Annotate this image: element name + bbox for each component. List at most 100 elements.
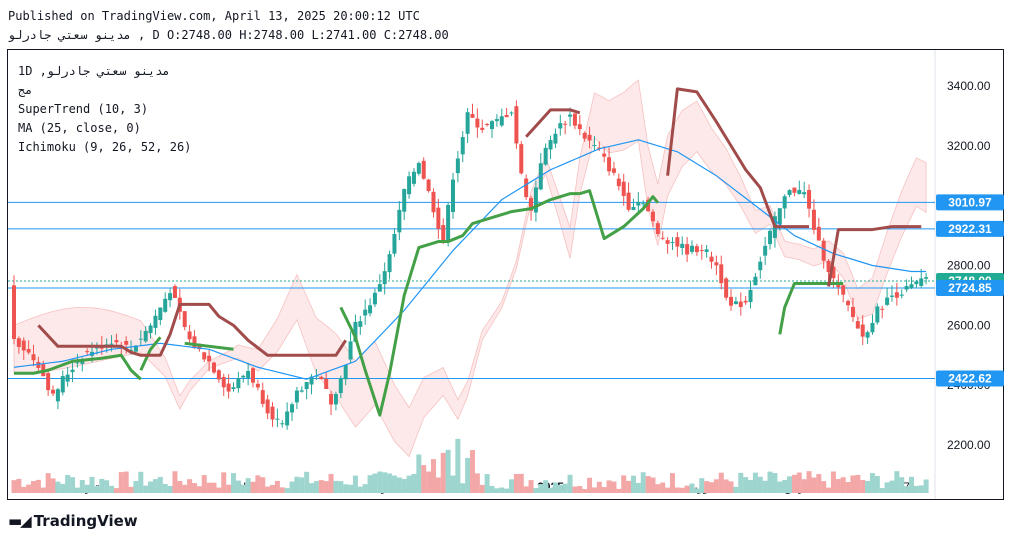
- volume-bar: [884, 482, 890, 493]
- volume-bar: [304, 471, 310, 493]
- candle-body: [192, 336, 197, 348]
- candle-body: [129, 349, 134, 351]
- volume-bar: [240, 484, 246, 493]
- candle-body: [270, 406, 275, 420]
- volume-bar: [109, 485, 115, 493]
- candle-body: [753, 276, 758, 286]
- candle-body: [499, 116, 504, 126]
- candle-body: [904, 286, 909, 290]
- candle-body: [899, 294, 904, 296]
- volume-bar: [826, 487, 832, 493]
- volume-bar: [816, 474, 822, 493]
- volume-bar: [221, 472, 227, 493]
- candle-body: [655, 223, 660, 234]
- candle-body: [231, 387, 236, 390]
- price-label: 2922.31: [948, 222, 992, 236]
- candle-body: [592, 145, 597, 147]
- candle-body: [553, 133, 558, 144]
- candle-body: [509, 112, 514, 114]
- volume-bar: [913, 485, 919, 493]
- volume-bar: [45, 473, 51, 493]
- volume-bar: [338, 481, 344, 493]
- volume-bar: [728, 481, 734, 493]
- volume-bar: [411, 473, 417, 493]
- volume-bar: [577, 486, 583, 493]
- candle-body: [411, 171, 416, 184]
- volume-bar: [191, 483, 197, 493]
- candle-body: [221, 377, 226, 388]
- volume-bar: [518, 473, 524, 493]
- volume-bar: [538, 483, 544, 493]
- volume-bar: [382, 472, 388, 493]
- candle-body: [699, 250, 704, 252]
- volume-bar: [650, 477, 656, 493]
- supertrend-up-line: [778, 281, 844, 335]
- candle-body: [494, 119, 499, 122]
- candle-body: [641, 203, 646, 205]
- candle-body: [826, 260, 831, 273]
- volume-bar: [172, 471, 178, 493]
- volume-bar: [187, 479, 193, 493]
- candle-body: [216, 370, 221, 380]
- price-label-box: [936, 194, 1004, 211]
- price-label-box: [936, 220, 1004, 237]
- volume-bar: [474, 473, 480, 493]
- candle-body: [821, 240, 826, 261]
- supertrend-up-line: [184, 341, 234, 351]
- candle-body: [329, 394, 334, 405]
- volume-bar: [318, 480, 324, 493]
- candle-body: [685, 244, 690, 255]
- y-tick-label: 2200.00: [947, 438, 991, 452]
- candle-body: [558, 123, 563, 129]
- legend-symbol: 1D ,مدينو سعتي جادرلو: [18, 64, 170, 78]
- candle-body: [675, 237, 680, 247]
- volume-bar: [689, 483, 695, 493]
- volume-bar: [904, 486, 910, 493]
- candle-body: [280, 423, 285, 425]
- volume-bar: [601, 487, 607, 493]
- candle-body: [460, 137, 465, 155]
- legend-ma[interactable]: MA (25, close, 0): [18, 121, 141, 135]
- volume-bar: [123, 471, 129, 493]
- candle-body: [660, 237, 665, 239]
- legend-supertrend[interactable]: SuperTrend (10, 3): [18, 102, 149, 116]
- volume-bar: [894, 471, 900, 493]
- volume-bar: [855, 474, 861, 493]
- candle-body: [646, 199, 651, 212]
- candle-body: [611, 168, 616, 173]
- volume-bar: [796, 472, 802, 493]
- candle-body: [397, 209, 402, 233]
- candle-body: [85, 351, 90, 353]
- volume-bar: [372, 473, 378, 493]
- candle-body: [680, 243, 685, 248]
- volume-bar: [162, 483, 168, 493]
- candle-body: [689, 245, 694, 252]
- volume-bar: [396, 477, 402, 493]
- volume-bar: [669, 473, 675, 493]
- volume-bar: [118, 472, 124, 493]
- volume-bar: [470, 450, 475, 493]
- volume-bar: [782, 480, 788, 493]
- candle-body: [333, 394, 338, 405]
- candle-body: [855, 321, 860, 329]
- volume-bar: [918, 485, 924, 493]
- candle-body: [719, 264, 724, 284]
- volume-bar: [596, 481, 602, 493]
- volume-bar: [723, 479, 729, 493]
- volume-bar: [840, 477, 846, 493]
- candle-body: [114, 340, 119, 343]
- price-label-box: [936, 279, 1004, 296]
- volume-bar: [709, 482, 715, 493]
- volume-bar: [79, 480, 85, 493]
- volume-bar: [713, 479, 719, 493]
- legend-ichimoku[interactable]: Ichimoku (9, 26, 52, 26): [18, 140, 192, 154]
- candle-body: [148, 325, 153, 334]
- volume-bar: [811, 477, 817, 493]
- volume-bar: [801, 479, 807, 493]
- candle-body: [124, 340, 129, 345]
- volume-bar: [211, 482, 217, 493]
- candle-body: [36, 361, 41, 368]
- candle-body: [587, 134, 592, 141]
- candle-body: [465, 112, 470, 134]
